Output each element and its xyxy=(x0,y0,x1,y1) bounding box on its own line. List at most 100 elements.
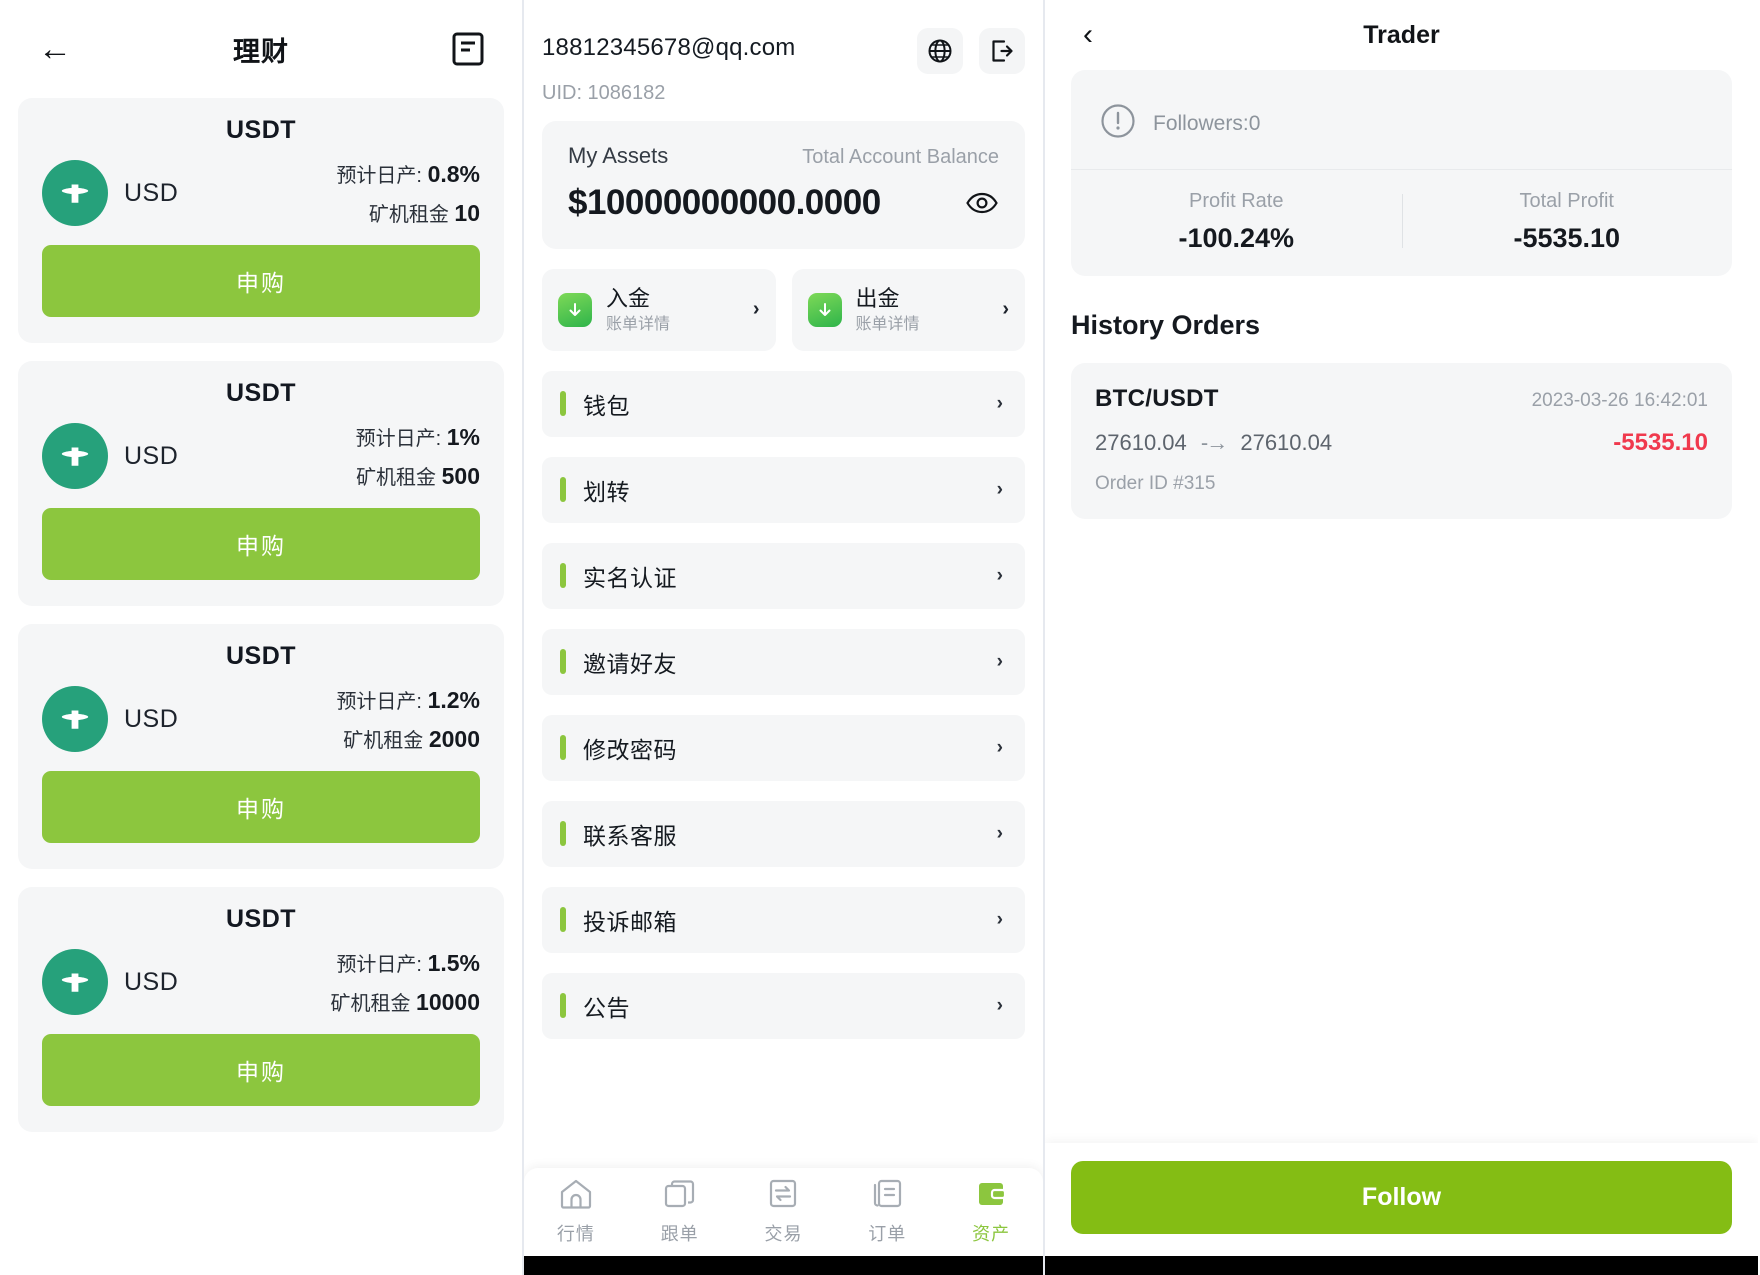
menu-label: 公告 xyxy=(583,994,630,1021)
daily-rate-label: 预计日产: xyxy=(336,691,422,713)
tab-trade[interactable]: 交易 xyxy=(732,1178,836,1246)
balance-card: My Assets Total Account Balance $1000000… xyxy=(542,121,1025,249)
account-uid: UID: 1086182 xyxy=(542,82,666,104)
tab-label: 订单 xyxy=(868,1224,907,1244)
order-close-price: 27610.04 xyxy=(1240,430,1333,455)
settings-menu: 钱包 › 划转 › 实名认证 › 邀请好友 › xyxy=(542,370,1025,1039)
total-balance-label: Total Account Balance xyxy=(802,146,999,168)
coin-name: USD xyxy=(124,967,179,996)
menu-item-change-password[interactable]: 修改密码 › xyxy=(542,714,1025,781)
menu-label: 投诉邮箱 xyxy=(583,908,677,935)
menu-item-announcement[interactable]: 公告 › xyxy=(542,972,1025,1039)
coin-name: USD xyxy=(124,704,179,733)
balance-amount-row: $10000000000.0000 xyxy=(568,183,999,223)
menu-item-transfer[interactable]: 划转 › xyxy=(542,456,1025,523)
product-card: USDT USD 预计日产: xyxy=(18,98,504,343)
logout-icon[interactable] xyxy=(979,28,1025,74)
stat-label: Profit Rate xyxy=(1189,190,1284,212)
withdraw-title: 出金 xyxy=(855,286,900,311)
back-arrow-icon[interactable]: ← xyxy=(38,30,72,68)
accent-bar xyxy=(560,563,566,588)
product-title: USDT xyxy=(225,116,297,144)
eye-visibility-icon[interactable] xyxy=(965,186,999,220)
tab-label: 交易 xyxy=(764,1224,803,1244)
follow-button[interactable]: Follow xyxy=(1071,1161,1732,1234)
left-panel-header: ← 理财 xyxy=(0,0,522,98)
usdt-tether-icon xyxy=(42,160,108,226)
rent-label: 矿机租金 xyxy=(330,993,411,1015)
accent-bar xyxy=(560,907,566,932)
daily-rate-label: 预计日产: xyxy=(336,165,422,187)
order-pair: BTC/USDT xyxy=(1095,385,1219,412)
assets-panel: 18812345678@qq.com xyxy=(524,0,1045,1275)
daily-rate-value: 1.2% xyxy=(427,687,480,713)
tab-assets[interactable]: 资产 xyxy=(939,1178,1043,1246)
followers-row: Followers:0 xyxy=(1071,80,1732,170)
withdraw-card[interactable]: 出金 账单详情 › xyxy=(791,269,1025,351)
menu-item-invite-friends[interactable]: 邀请好友 › xyxy=(542,628,1025,695)
menu-item-customer-service[interactable]: 联系客服 › xyxy=(542,800,1025,867)
rent-value: 10000 xyxy=(416,989,480,1015)
deposit-title: 入金 xyxy=(606,286,651,311)
subscribe-button[interactable]: 申购 xyxy=(42,771,480,843)
product-list: USDT USD 预计日产: xyxy=(0,98,522,1132)
subscribe-button[interactable]: 申购 xyxy=(42,245,480,317)
menu-label: 钱包 xyxy=(583,392,630,419)
accent-bar xyxy=(560,821,566,846)
chevron-right-icon: › xyxy=(1002,298,1009,321)
chevron-right-icon: › xyxy=(996,650,1003,672)
assets-icon xyxy=(974,1178,1008,1215)
tab-orders[interactable]: 订单 xyxy=(835,1178,939,1246)
rent-value: 500 xyxy=(441,463,480,489)
home-indicator-bar xyxy=(1045,1256,1758,1275)
tab-label: 行情 xyxy=(556,1224,595,1244)
coin-name: USD xyxy=(124,441,179,470)
coin-block: USD xyxy=(42,949,178,1015)
order-price-row: 27610.04 -→ 27610.04 -5535.10 xyxy=(1095,429,1708,457)
follow-action-bar: Follow xyxy=(1045,1143,1758,1256)
coin-block: USD xyxy=(42,160,178,226)
product-stats: 预计日产: 0.8% 矿机租金 10 xyxy=(336,159,480,227)
order-card[interactable]: BTC/USDT 2023-03-26 16:42:01 27610.04 -→… xyxy=(1071,363,1732,519)
account-header: 18812345678@qq.com xyxy=(524,0,1043,1039)
trader-header: ‹ Trader xyxy=(1045,0,1758,70)
menu-item-complaint-email[interactable]: 投诉邮箱 › xyxy=(542,886,1025,953)
deposit-text: 入金 账单详情 xyxy=(606,285,670,335)
accent-bar xyxy=(560,477,566,502)
chevron-left-icon[interactable]: ‹ xyxy=(1083,18,1093,51)
chevron-right-icon: › xyxy=(996,736,1003,758)
deposit-withdraw-row: 入金 账单详情 › 出金 账单详情 › xyxy=(542,269,1025,351)
arrow-right-icon: -→ xyxy=(1200,430,1228,455)
tab-market[interactable]: 行情 xyxy=(524,1178,628,1246)
subscribe-button[interactable]: 申购 xyxy=(42,508,480,580)
balance-header: My Assets Total Account Balance xyxy=(568,143,999,169)
orders-icon xyxy=(870,1178,904,1215)
stat-value: -5535.10 xyxy=(1513,223,1621,253)
financial-products-panel: ← 理财 USDT xyxy=(0,0,524,1275)
deposit-card[interactable]: 入金 账单详情 › xyxy=(542,269,776,351)
followers-count: Followers:0 xyxy=(1153,111,1261,135)
arrow-down-withdraw-icon xyxy=(807,292,842,327)
page-title: 理财 xyxy=(233,36,289,67)
home-indicator-bar xyxy=(524,1256,1043,1275)
product-title: USDT xyxy=(225,379,297,407)
chevron-right-icon: › xyxy=(996,392,1003,414)
product-stats: 预计日产: 1.2% 矿机租金 2000 xyxy=(336,685,480,753)
menu-item-wallet[interactable]: 钱包 › xyxy=(542,370,1025,437)
balance-amount: $10000000000.0000 xyxy=(568,183,881,222)
rent-line: 矿机租金 10000 xyxy=(330,987,480,1016)
bottom-tab-bar: 行情 跟单 交易 xyxy=(524,1168,1043,1256)
usdt-tether-icon xyxy=(42,423,108,489)
trader-stats-row: Profit Rate -100.24% Total Profit -5535.… xyxy=(1071,170,1732,254)
chevron-right-icon: › xyxy=(996,478,1003,500)
tab-copy-trade[interactable]: 跟单 xyxy=(628,1178,732,1246)
history-orders-title: History Orders xyxy=(1071,310,1261,340)
daily-rate-line: 预计日产: 1.5% xyxy=(330,948,480,977)
subscribe-button[interactable]: 申购 xyxy=(42,1034,480,1106)
document-list-icon[interactable] xyxy=(452,32,484,66)
exchange-icon xyxy=(766,1178,800,1215)
menu-item-kyc[interactable]: 实名认证 › xyxy=(542,542,1025,609)
globe-language-icon[interactable] xyxy=(917,28,963,74)
product-title: USDT xyxy=(225,905,297,933)
rent-line: 矿机租金 10 xyxy=(336,198,480,227)
